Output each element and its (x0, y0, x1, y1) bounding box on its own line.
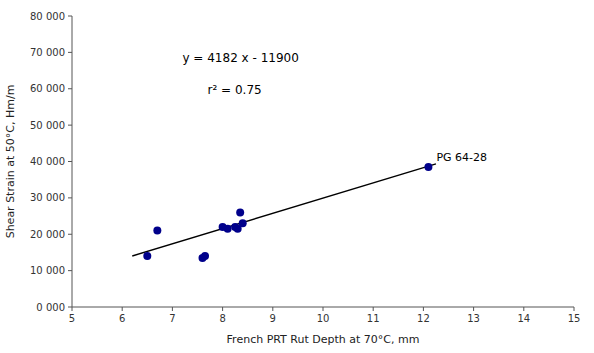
point (239, 219, 247, 227)
x-tick-label: 10 (317, 313, 330, 324)
x-tick (272, 307, 273, 311)
y-axis-label: Shear Strain at 50°C, Hm/m (4, 85, 17, 239)
y-tick (68, 161, 72, 162)
y-tick (68, 125, 72, 126)
y-tick-label: 70 000 (30, 47, 65, 58)
x-tick (122, 307, 123, 311)
y-tick-label: 30 000 (30, 192, 65, 203)
point (424, 163, 432, 171)
y-tick (68, 52, 72, 53)
x-axis-label: French PRT Rut Depth at 70°C, mm (227, 333, 420, 346)
y-tick-label: 40 000 (30, 156, 65, 167)
y-tick-label: 80 000 (30, 11, 65, 22)
y-tick-label: 10 000 (30, 265, 65, 276)
x-tick (574, 307, 575, 311)
x-tick-label: 6 (119, 313, 125, 324)
y-tick-label: 50 000 (30, 120, 65, 131)
x-tick (473, 307, 474, 311)
x-tick (523, 307, 524, 311)
point-annotation: PG 64-28 (436, 151, 487, 164)
x-tick-label: 15 (568, 313, 581, 324)
trend-line (132, 164, 436, 256)
plot-area (132, 163, 436, 262)
point (201, 252, 209, 260)
r-squared: r² = 0.75 (208, 83, 262, 97)
y-tick (68, 88, 72, 89)
y-tick (68, 234, 72, 235)
x-tick-label: 13 (467, 313, 480, 324)
x-tick (222, 307, 223, 311)
y-tick (68, 270, 72, 271)
x-tick-label: 5 (69, 313, 75, 324)
x-tick (323, 307, 324, 311)
x-tick-label: 14 (517, 313, 530, 324)
point (153, 227, 161, 235)
x-tick-label: 8 (219, 313, 225, 324)
y-tick (68, 307, 72, 308)
y-tick (68, 16, 72, 17)
x-tick (72, 307, 73, 311)
x-tick-label: 11 (367, 313, 380, 324)
x-tick-label: 7 (169, 313, 175, 324)
x-tick-label: 12 (417, 313, 430, 324)
y-tick-label: 0 000 (36, 302, 65, 313)
point (224, 225, 232, 233)
y-tick-label: 20 000 (30, 229, 65, 240)
x-tick (423, 307, 424, 311)
chart: 5 6 7 8 9 10 11 12 13 14 15 0 000 10 000 20 000 30 000… (0, 0, 594, 353)
equation: y = 4182 x - 11900 (182, 51, 298, 65)
x-tick-label: 9 (270, 313, 276, 324)
point (143, 252, 151, 260)
y-tick-label: 60 000 (30, 83, 65, 94)
y-tick (68, 197, 72, 198)
x-tick (172, 307, 173, 311)
point (236, 208, 244, 216)
x-tick (373, 307, 374, 311)
